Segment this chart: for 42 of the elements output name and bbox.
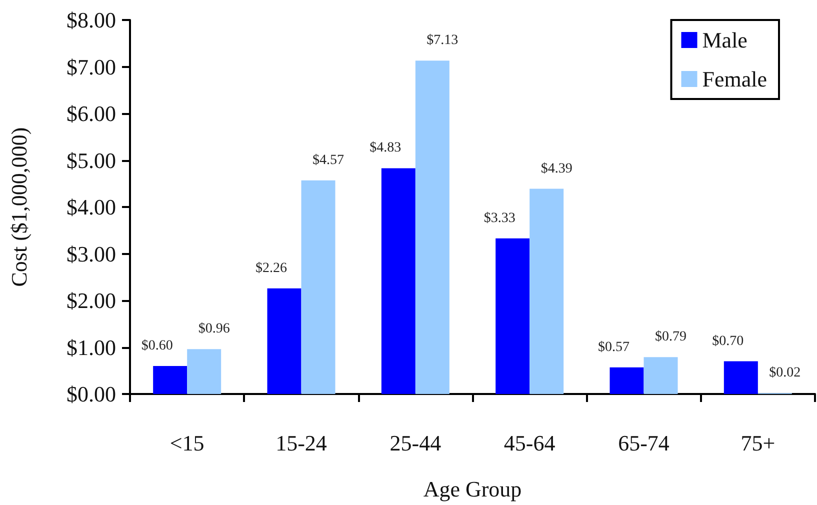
x-tick-label: 25-44	[390, 430, 442, 456]
bar	[153, 366, 188, 394]
x-tick-label: 75+	[740, 430, 776, 456]
data-label: $0.60	[141, 338, 173, 354]
y-tick-label: $5.00	[66, 148, 116, 173]
data-label: $4.57	[312, 152, 344, 168]
bar	[381, 168, 416, 394]
y-tick-label: $4.00	[66, 194, 116, 220]
bar	[496, 238, 530, 394]
bar	[301, 180, 336, 394]
x-tick-label: 15-24	[276, 430, 327, 456]
bar	[267, 288, 302, 394]
y-tick-label: $7.00	[66, 54, 116, 80]
y-axis-title: Cost ($1,000,000)	[6, 127, 32, 287]
data-label: $0.96	[198, 322, 230, 337]
bar	[187, 349, 222, 394]
bar	[415, 60, 450, 394]
data-label: $0.02	[769, 366, 801, 381]
x-axis-title: Age Group	[423, 476, 522, 502]
data-label: $2.26	[256, 260, 287, 276]
y-tick-label: $8.00	[66, 8, 116, 32]
y-tick-label: $0.00	[66, 382, 116, 406]
bar	[644, 357, 678, 394]
data-label: $3.33	[484, 210, 516, 226]
bar	[724, 361, 758, 394]
data-label: $0.57	[598, 340, 630, 355]
y-tick-label: $3.00	[66, 241, 116, 266]
x-tick-label: <15	[170, 430, 204, 456]
y-tick-label: $1.00	[66, 334, 116, 360]
legend-label: Female	[702, 66, 768, 92]
data-label: $7.13	[426, 33, 458, 48]
data-label: $4.39	[540, 161, 572, 176]
data-label: $0.70	[712, 334, 744, 349]
data-label: $4.83	[370, 140, 402, 156]
x-tick-label: 45-64	[504, 430, 556, 456]
data-label: $0.79	[655, 330, 686, 345]
y-tick-label: $6.00	[66, 101, 116, 126]
x-tick-label: 65-74	[618, 430, 670, 456]
bar	[610, 367, 644, 394]
y-tick-label: $2.00	[66, 288, 116, 313]
legend-label: Male	[702, 28, 748, 52]
bar	[530, 188, 564, 394]
